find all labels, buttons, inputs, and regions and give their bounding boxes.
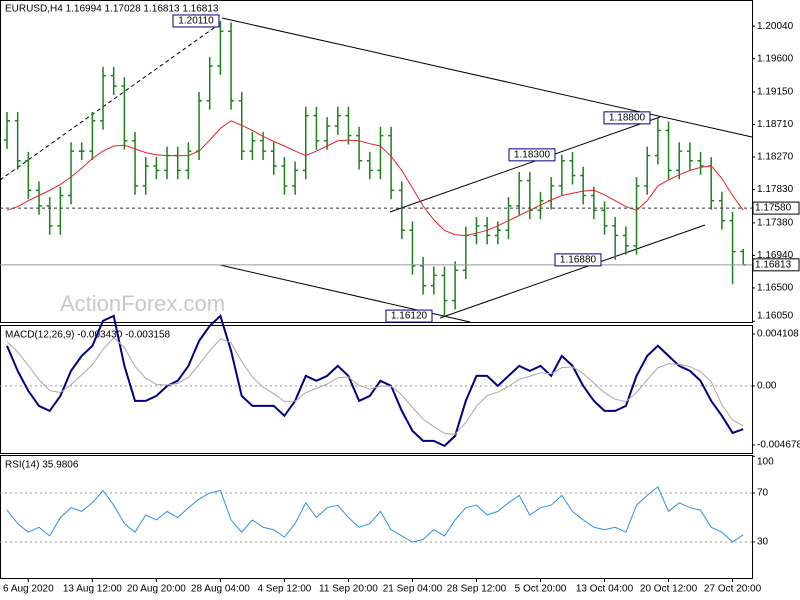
channel-line <box>439 224 706 319</box>
series-line <box>6 120 744 237</box>
y-tick-label: 1.16500 <box>757 283 794 294</box>
y-tick-label: 30 <box>757 537 769 548</box>
x-tick-label: 20 Aug 20:00 <box>127 584 186 595</box>
x-tick-label: 13 Aug 12:00 <box>63 584 122 595</box>
y-tick-label: 1.16050 <box>757 311 794 322</box>
y-tick-label: 100 <box>757 457 774 468</box>
annotation-label: 1.16120 <box>391 311 428 322</box>
rsi-panel <box>0 455 753 579</box>
panel-title: RSI(14) 35.9806 <box>5 460 79 471</box>
y-tick-label: 1.18270 <box>757 152 794 163</box>
y-tick-label: 1.19600 <box>757 53 794 64</box>
annotation-box <box>172 14 220 28</box>
y-tick-label: 0.004108 <box>757 329 799 340</box>
annotation-label: 1.16880 <box>560 255 597 266</box>
macd-panel <box>0 325 753 454</box>
price-panel <box>0 0 753 323</box>
level-box <box>752 258 800 272</box>
chart-title: EURUSD,H4 1.16994 1.17028 1.16813 1.1681… <box>5 4 219 15</box>
y-tick-label: 1.17380 <box>757 218 794 229</box>
y-tick-label: 1.16940 <box>757 250 794 261</box>
channel-line <box>389 116 661 213</box>
x-tick-label: 27 Oct 20:00 <box>704 584 762 595</box>
x-tick-label: 21 Sep 04:00 <box>383 584 443 595</box>
trend-line <box>0 24 219 181</box>
annotation-label: 1.18300 <box>514 149 551 160</box>
annotation-box <box>508 148 556 162</box>
x-tick-label: 6 Aug 2020 <box>3 584 54 595</box>
annotation-box <box>554 253 602 267</box>
y-tick-label: 1.17830 <box>757 184 794 195</box>
annotation-label: 1.18800 <box>609 113 646 124</box>
x-tick-label: 20 Oct 12:00 <box>640 584 698 595</box>
series-line <box>6 314 744 448</box>
series-line <box>6 336 744 435</box>
y-tick-label: 1.19150 <box>757 87 794 98</box>
y-tick-label: 0.00 <box>757 381 777 392</box>
x-tick-label: 28 Aug 04:00 <box>191 584 250 595</box>
series-line <box>6 486 744 543</box>
level-label: 1.16813 <box>755 259 792 270</box>
level-box <box>752 201 800 215</box>
x-tick-label: 13 Oct 04:00 <box>576 584 634 595</box>
x-tick-label: 4 Sep 12:00 <box>257 584 311 595</box>
watermark: ActionForex.com <box>60 291 225 316</box>
level-label: 1.17580 <box>755 203 792 214</box>
panel-title: MACD(12,26,9) -0.003430 -0.003158 <box>5 330 171 341</box>
x-tick-label: 28 Sep 12:00 <box>447 584 507 595</box>
annotation-label: 1.20110 <box>178 16 214 27</box>
trend-line <box>221 17 753 138</box>
y-tick-label: -0.004678 <box>757 440 800 451</box>
annotation-box <box>385 309 433 323</box>
y-tick-label: 1.18710 <box>757 119 794 130</box>
x-tick-label: 11 Sep 20:00 <box>319 584 378 595</box>
x-tick-label: 5 Oct 20:00 <box>515 584 567 595</box>
y-tick-label: 1.20040 <box>757 21 794 32</box>
y-tick-label: 70 <box>757 488 769 499</box>
annotation-box <box>603 111 651 125</box>
